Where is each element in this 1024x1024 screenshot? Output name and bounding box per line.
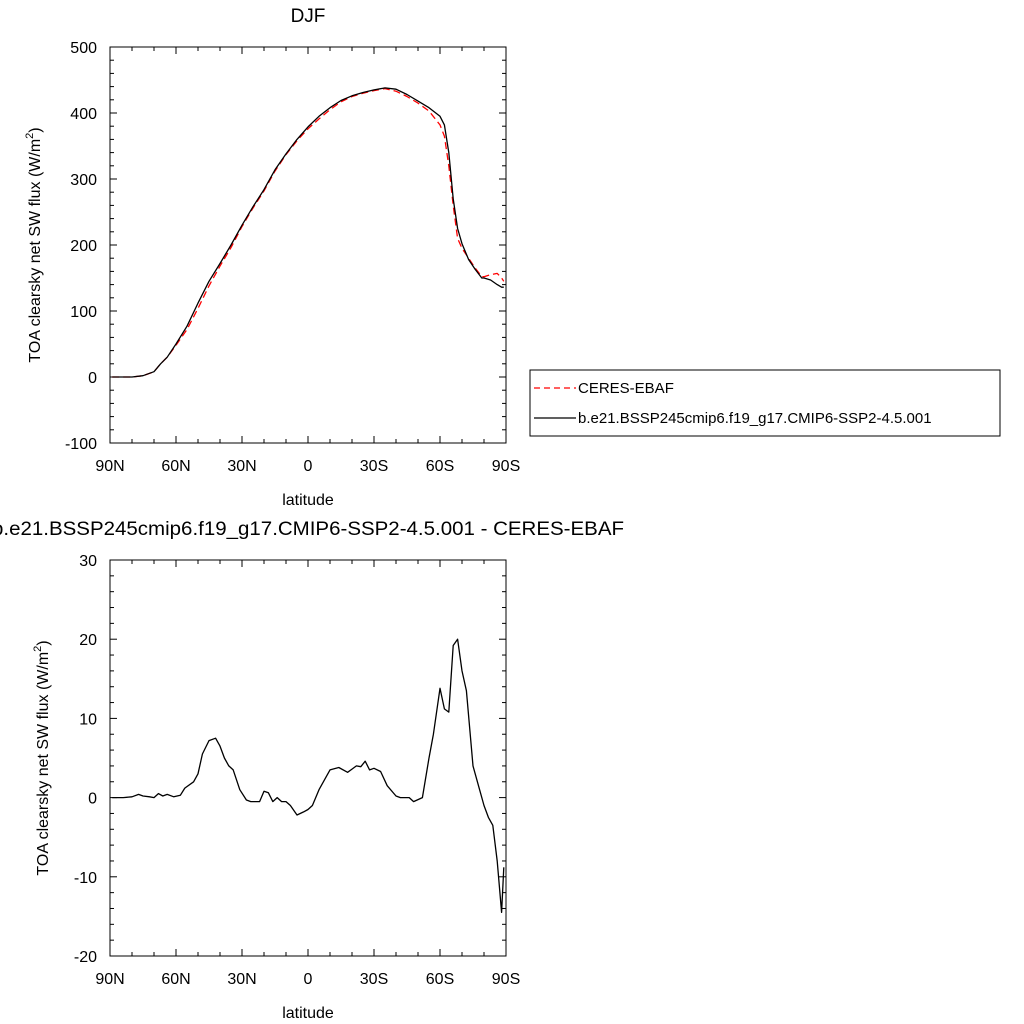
y-tick-label: -100	[65, 436, 97, 453]
y-tick-label: 400	[70, 106, 97, 123]
x-axis-label: latitude	[282, 492, 334, 509]
y-axis-label: TOA clearsky net SW flux (W/m2)	[24, 127, 44, 362]
y-tick-label: 20	[79, 632, 97, 649]
x-tick-label: 60N	[161, 971, 190, 988]
x-tick-label: 90N	[95, 971, 124, 988]
x-tick-label: 0	[304, 458, 313, 475]
x-tick-label: 0	[304, 971, 313, 988]
x-tick-label: 60N	[161, 458, 190, 475]
difference-chart: 90N 60N 30N 0 30S 60S 90S -20 -10 0 10 20 30	[74, 553, 520, 988]
x-tick-label: 60S	[426, 971, 454, 988]
y-tick-label: 0	[88, 791, 97, 808]
y-tick-label: 10	[79, 711, 97, 728]
y-tick-label: 30	[79, 553, 97, 570]
legend-label-model: b.e21.BSSP245cmip6.f19_g17.CMIP6-SSP2-4.…	[578, 410, 932, 427]
legend-label-ceres: CERES-EBAF	[578, 380, 674, 397]
plot-frame	[109, 559, 507, 957]
plot-frame	[109, 46, 507, 444]
x-tick-label: 90N	[95, 458, 124, 475]
y-tick-label: 300	[70, 172, 97, 189]
y-tick-label: -20	[74, 949, 97, 966]
x-tick-label: 60S	[426, 458, 454, 475]
legend: CERES-EBAF b.e21.BSSP245cmip6.f19_g17.CM…	[529, 369, 1001, 437]
x-tick-label: 30N	[227, 971, 256, 988]
x-axis-label: latitude	[282, 1005, 334, 1022]
x-tick-label: 90S	[492, 971, 520, 988]
y-tick-label: 200	[70, 238, 97, 255]
difference-chart-title: b.e21.BSSP245cmip6.f19_g17.CMIP6-SSP2-4.…	[0, 519, 624, 540]
y-tick-label: 500	[70, 40, 97, 57]
flux-chart: 90N 60N 30N 0 30S 60S 90S -100 0 100 200 300 400 500	[65, 40, 520, 475]
series-line-model	[112, 87, 504, 378]
legend-box	[529, 369, 1001, 437]
y-tick-label: 100	[70, 304, 97, 321]
y-axis-label: TOA clearsky net SW flux (W/m2)	[32, 640, 52, 875]
x-tick-label: 30N	[227, 458, 256, 475]
series-line-difference	[112, 638, 505, 914]
x-tick-label: 30S	[360, 458, 388, 475]
chart-title: DJF	[291, 6, 326, 27]
x-tick-label: 90S	[492, 458, 520, 475]
x-tick-label: 30S	[360, 971, 388, 988]
y-tick-label: 0	[88, 370, 97, 387]
y-tick-label: -10	[74, 870, 97, 887]
